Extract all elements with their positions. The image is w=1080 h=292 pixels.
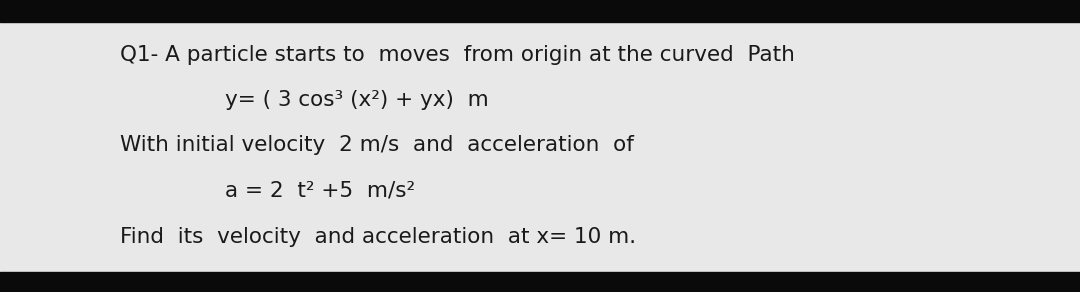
- Text: y= ( 3 cos³ (x²) + yx)  m: y= ( 3 cos³ (x²) + yx) m: [225, 90, 489, 110]
- Text: With initial velocity  2 m/s  and  acceleration  of: With initial velocity 2 m/s and accelera…: [120, 135, 634, 155]
- Text: Find  its  velocity  and acceleration  at x= 10 m.: Find its velocity and acceleration at x=…: [120, 227, 636, 247]
- Text: Q1- A particle starts to  moves  from origin at the curved  Path: Q1- A particle starts to moves from orig…: [120, 45, 795, 65]
- Text: a = 2  t² +5  m/s²: a = 2 t² +5 m/s²: [225, 180, 415, 200]
